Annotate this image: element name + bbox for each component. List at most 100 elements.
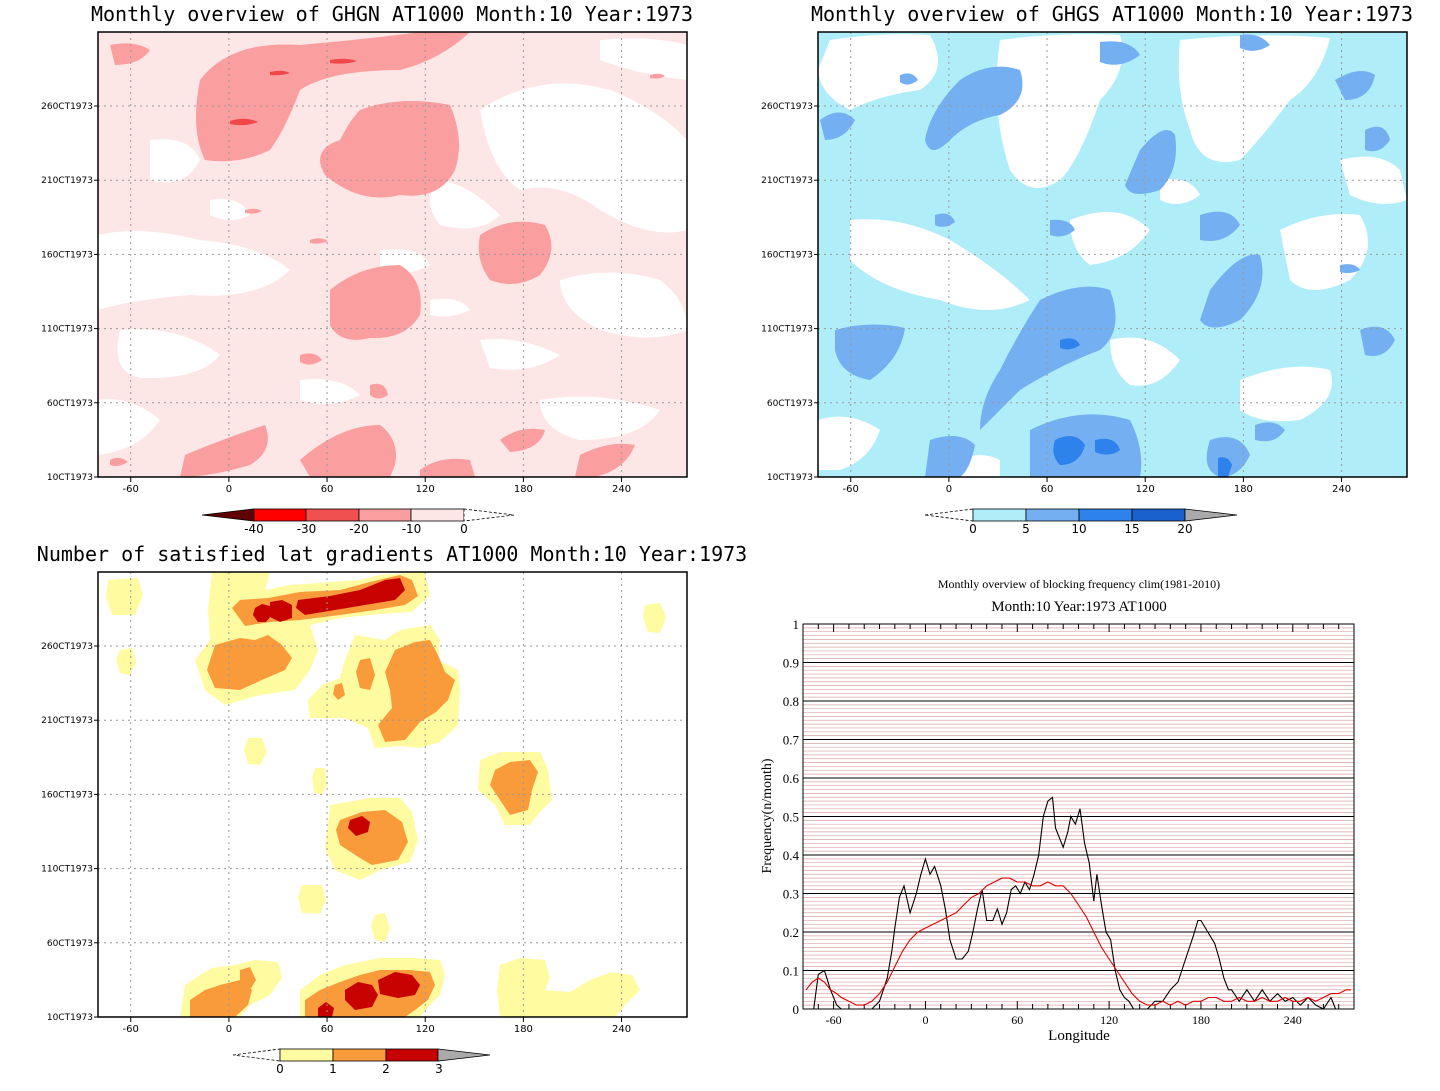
ghgs-colorbar: 0 5 10 15 20 [924, 508, 1238, 536]
gradients-field [98, 572, 687, 1017]
ghgs-colorbar-label: 15 [1124, 522, 1139, 536]
gradients-ytick-label: 160CT1973 [41, 790, 93, 800]
ghgn-xtick-label: 180 [514, 484, 533, 495]
ghgn-xtick-label: -60 [123, 484, 139, 495]
blocking-xtick-label: -60 [826, 1013, 842, 1027]
panel-ghgn-title: Monthly overview of GHGN AT1000 Month:10… [91, 2, 693, 26]
gradients-ytick-label: 260CT1973 [41, 642, 93, 652]
gradients-colorbar-label: 3 [435, 1062, 443, 1076]
blocking-ytick-label: 0.2 [783, 925, 799, 940]
ghgn-ytick-label: 210CT1973 [41, 176, 93, 186]
blocking-series-2-line [805, 877, 1351, 1006]
blocking-frame [802, 623, 1355, 1010]
blocking-xtick-label: 180 [1192, 1013, 1210, 1027]
gradients-xtick-label: -60 [123, 1024, 139, 1035]
ghgn-colorbar-label: -30 [297, 522, 317, 536]
panel-ghgs-title: Monthly overview of GHGS AT1000 Month:10… [811, 2, 1413, 26]
ghgs-ytick-label: 210CT1973 [761, 176, 813, 186]
ghgs-xtick-label: 180 [1234, 484, 1253, 495]
gradients-colorbar-label: 0 [276, 1062, 284, 1076]
gradients-xtick-label: 240 [612, 1024, 631, 1035]
gradients-colorbar-label: 2 [382, 1062, 390, 1076]
ghgs-xtick-label: -60 [843, 484, 859, 495]
blocking-ytick-label: 0.1 [783, 964, 799, 979]
ghgs-axes: -60 0 60 120 180 240 10CT1973 60CT1973 110CT1973… [761, 102, 1351, 495]
ghgn-colorbar: -40 -30 -20 -10 0 [201, 508, 515, 536]
ghgs-xtick-label: 120 [1136, 484, 1155, 495]
ghgn-xtick-label: 240 [612, 484, 631, 495]
gradients-xtick-label: 60 [321, 1024, 334, 1035]
ghgn-xtick-label: 120 [416, 484, 435, 495]
blocking-ytick-label: 0.7 [783, 733, 800, 748]
panel-blocking: Monthly overview of blocking frequency c… [760, 577, 1355, 1044]
gradients-colorbar-label: 1 [329, 1062, 337, 1076]
blocking-ytick-label: 0.3 [783, 887, 799, 902]
blocking-ytick-label: 1 [793, 617, 800, 632]
ghgn-xtick-label: 0 [226, 484, 232, 495]
ghgn-colorbar-label: 0 [460, 522, 468, 536]
blocking-subtitle: Month:10 Year:1973 AT1000 [991, 599, 1166, 615]
blocking-xtick-label: 240 [1284, 1013, 1302, 1027]
ghgn-ytick-label: 110CT1973 [41, 325, 93, 335]
panel-gradients: Number of satisfied lat gradients AT1000… [37, 542, 747, 1076]
ghgn-axes: -60 0 60 120 180 240 10CT1973 60CT1973 110CT1973… [41, 102, 631, 495]
ghgn-colorbar-label: -10 [402, 522, 422, 536]
panel-gradients-title: Number of satisfied lat gradients AT1000… [37, 542, 747, 566]
ghgs-ytick-label: 260CT1973 [761, 102, 813, 112]
blocking-series-1-line [813, 796, 1337, 1010]
ghgs-xtick-label: 0 [946, 484, 952, 495]
panel-ghgs: Monthly overview of GHGS AT1000 Month:10… [761, 2, 1413, 536]
ghgn-colorbar-label: -20 [349, 522, 369, 536]
gradients-xtick-label: 180 [514, 1024, 533, 1035]
ghgn-colorbar-high-arrow [463, 508, 515, 522]
gradients-colorbar: 0 1 2 3 [232, 1048, 491, 1076]
blocking-title: Monthly overview of blocking frequency c… [938, 577, 1220, 591]
panel-ghgn: Monthly overview of GHGN AT1000 Month:10… [41, 2, 693, 536]
gradients-ytick-label: 110CT1973 [41, 865, 93, 875]
ghgn-ytick-label: 260CT1973 [41, 102, 93, 112]
blocking-ytick-label: 0.6 [783, 771, 800, 786]
ghgn-grid [98, 32, 687, 477]
gradients-grid [98, 572, 687, 1017]
ghgs-field [818, 32, 1407, 477]
gradients-colorbar-high-arrow [437, 1048, 491, 1062]
ghgs-xtick-label: 240 [1332, 484, 1351, 495]
gradients-ytick-label: 210CT1973 [41, 716, 93, 726]
gradients-xtick-label: 0 [226, 1024, 232, 1035]
ghgs-xtick-label: 60 [1041, 484, 1054, 495]
ghgs-colorbar-label: 5 [1022, 522, 1030, 536]
blocking-ylabel: Frequency(n/month) [760, 758, 775, 873]
ghgs-grid [818, 32, 1407, 477]
blocking-ytick-label: 0.8 [783, 694, 799, 709]
ghgn-ytick-label: 10CT1973 [47, 473, 93, 483]
blocking-xtick-label: 0 [922, 1013, 928, 1027]
blocking-ytick-label: 0.9 [783, 656, 799, 671]
gradients-xtick-label: 120 [416, 1024, 435, 1035]
ghgs-colorbar-label: 20 [1177, 522, 1192, 536]
blocking-plot: 0 0.1 0.2 0.3 0.4 0.5 0.6 0.7 0.8 0.9 1 -60 0 60 120 18… [783, 617, 1355, 1027]
gradients-ytick-label: 60CT1973 [47, 939, 93, 949]
gradients-colorbar-low-arrow [232, 1048, 281, 1062]
blocking-xlabel: Longitude [1048, 1028, 1110, 1044]
gradients-axes: -60 0 60 120 180 240 10CT1973 60CT1973 110CT1973… [41, 642, 631, 1035]
blocking-ytick-label: 0 [793, 1002, 800, 1017]
ghgs-colorbar-low-arrow [924, 508, 974, 522]
ghgn-colorbar-label: -40 [244, 522, 264, 536]
blocking-ytick-label: 0.5 [783, 810, 799, 825]
blocking-xtick-label: 120 [1100, 1013, 1118, 1027]
gradients-ytick-label: 10CT1973 [47, 1013, 93, 1023]
ghgn-colorbar-low-arrow [201, 508, 255, 522]
ghgn-ytick-label: 60CT1973 [47, 399, 93, 409]
blocking-ytick-label: 0.4 [783, 848, 800, 863]
ghgs-ytick-label: 110CT1973 [761, 325, 813, 335]
ghgn-xtick-label: 60 [321, 484, 334, 495]
ghgs-ytick-label: 160CT1973 [761, 250, 813, 260]
ghgs-colorbar-high-arrow [1184, 508, 1238, 522]
ghgn-field [98, 32, 687, 477]
ghgs-ytick-label: 60CT1973 [767, 399, 813, 409]
ghgs-colorbar-label: 10 [1071, 522, 1086, 536]
ghgs-ytick-label: 10CT1973 [767, 473, 813, 483]
ghgs-colorbar-label: 0 [969, 522, 977, 536]
blocking-xtick-label: 60 [1011, 1013, 1023, 1027]
